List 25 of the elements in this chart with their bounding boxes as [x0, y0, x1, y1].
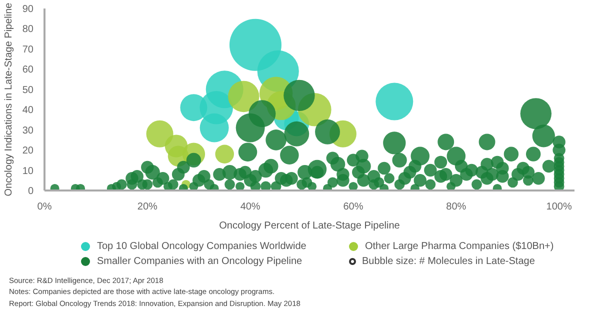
x-tick-label: 0% [37, 202, 52, 212]
legend-item: Other Large Pharma Companies ($10Bn+) [349, 241, 589, 252]
legend-item: Smaller Companies with an Oncology Pipeline [81, 256, 349, 267]
x-tick-label: 40% [240, 202, 260, 212]
y-tick-label: 50 [22, 84, 34, 96]
x-tick-label: 20% [137, 202, 158, 212]
y-tick-label: 70 [22, 44, 34, 56]
y-tick-label: 60 [22, 64, 34, 76]
y-tick-label: 30 [22, 125, 34, 136]
legend-label: Smaller Companies with an Oncology Pipeline [97, 256, 302, 267]
legend-label: Other Large Pharma Companies ($10Bn+) [365, 241, 554, 252]
x-tick-label: 100% [546, 202, 572, 212]
legend-label: Top 10 Global Oncology Companies Worldwide [97, 241, 306, 252]
x-axis-title: Oncology Percent of Late-Stage Pipeline [219, 220, 400, 232]
text: Bubble size: # Molecules in Late-Stage [362, 256, 535, 267]
y-tick-label: 10 [22, 166, 34, 177]
x-tick-label: 60% [343, 202, 364, 212]
y-tick-label: 40 [22, 105, 34, 116]
legend-item: Top 10 Global Oncology Companies Worldwide [81, 241, 349, 252]
x-tick-label: 80% [446, 202, 466, 212]
y-axis-title: Oncology Indications in Late-Stage Pipeline [3, 2, 14, 196]
y-tick-label: 80 [22, 24, 34, 36]
y-tick-label: 0 [28, 186, 34, 197]
y-tick-label: 90 [22, 4, 34, 15]
y-tick-label: 20 [22, 146, 34, 157]
